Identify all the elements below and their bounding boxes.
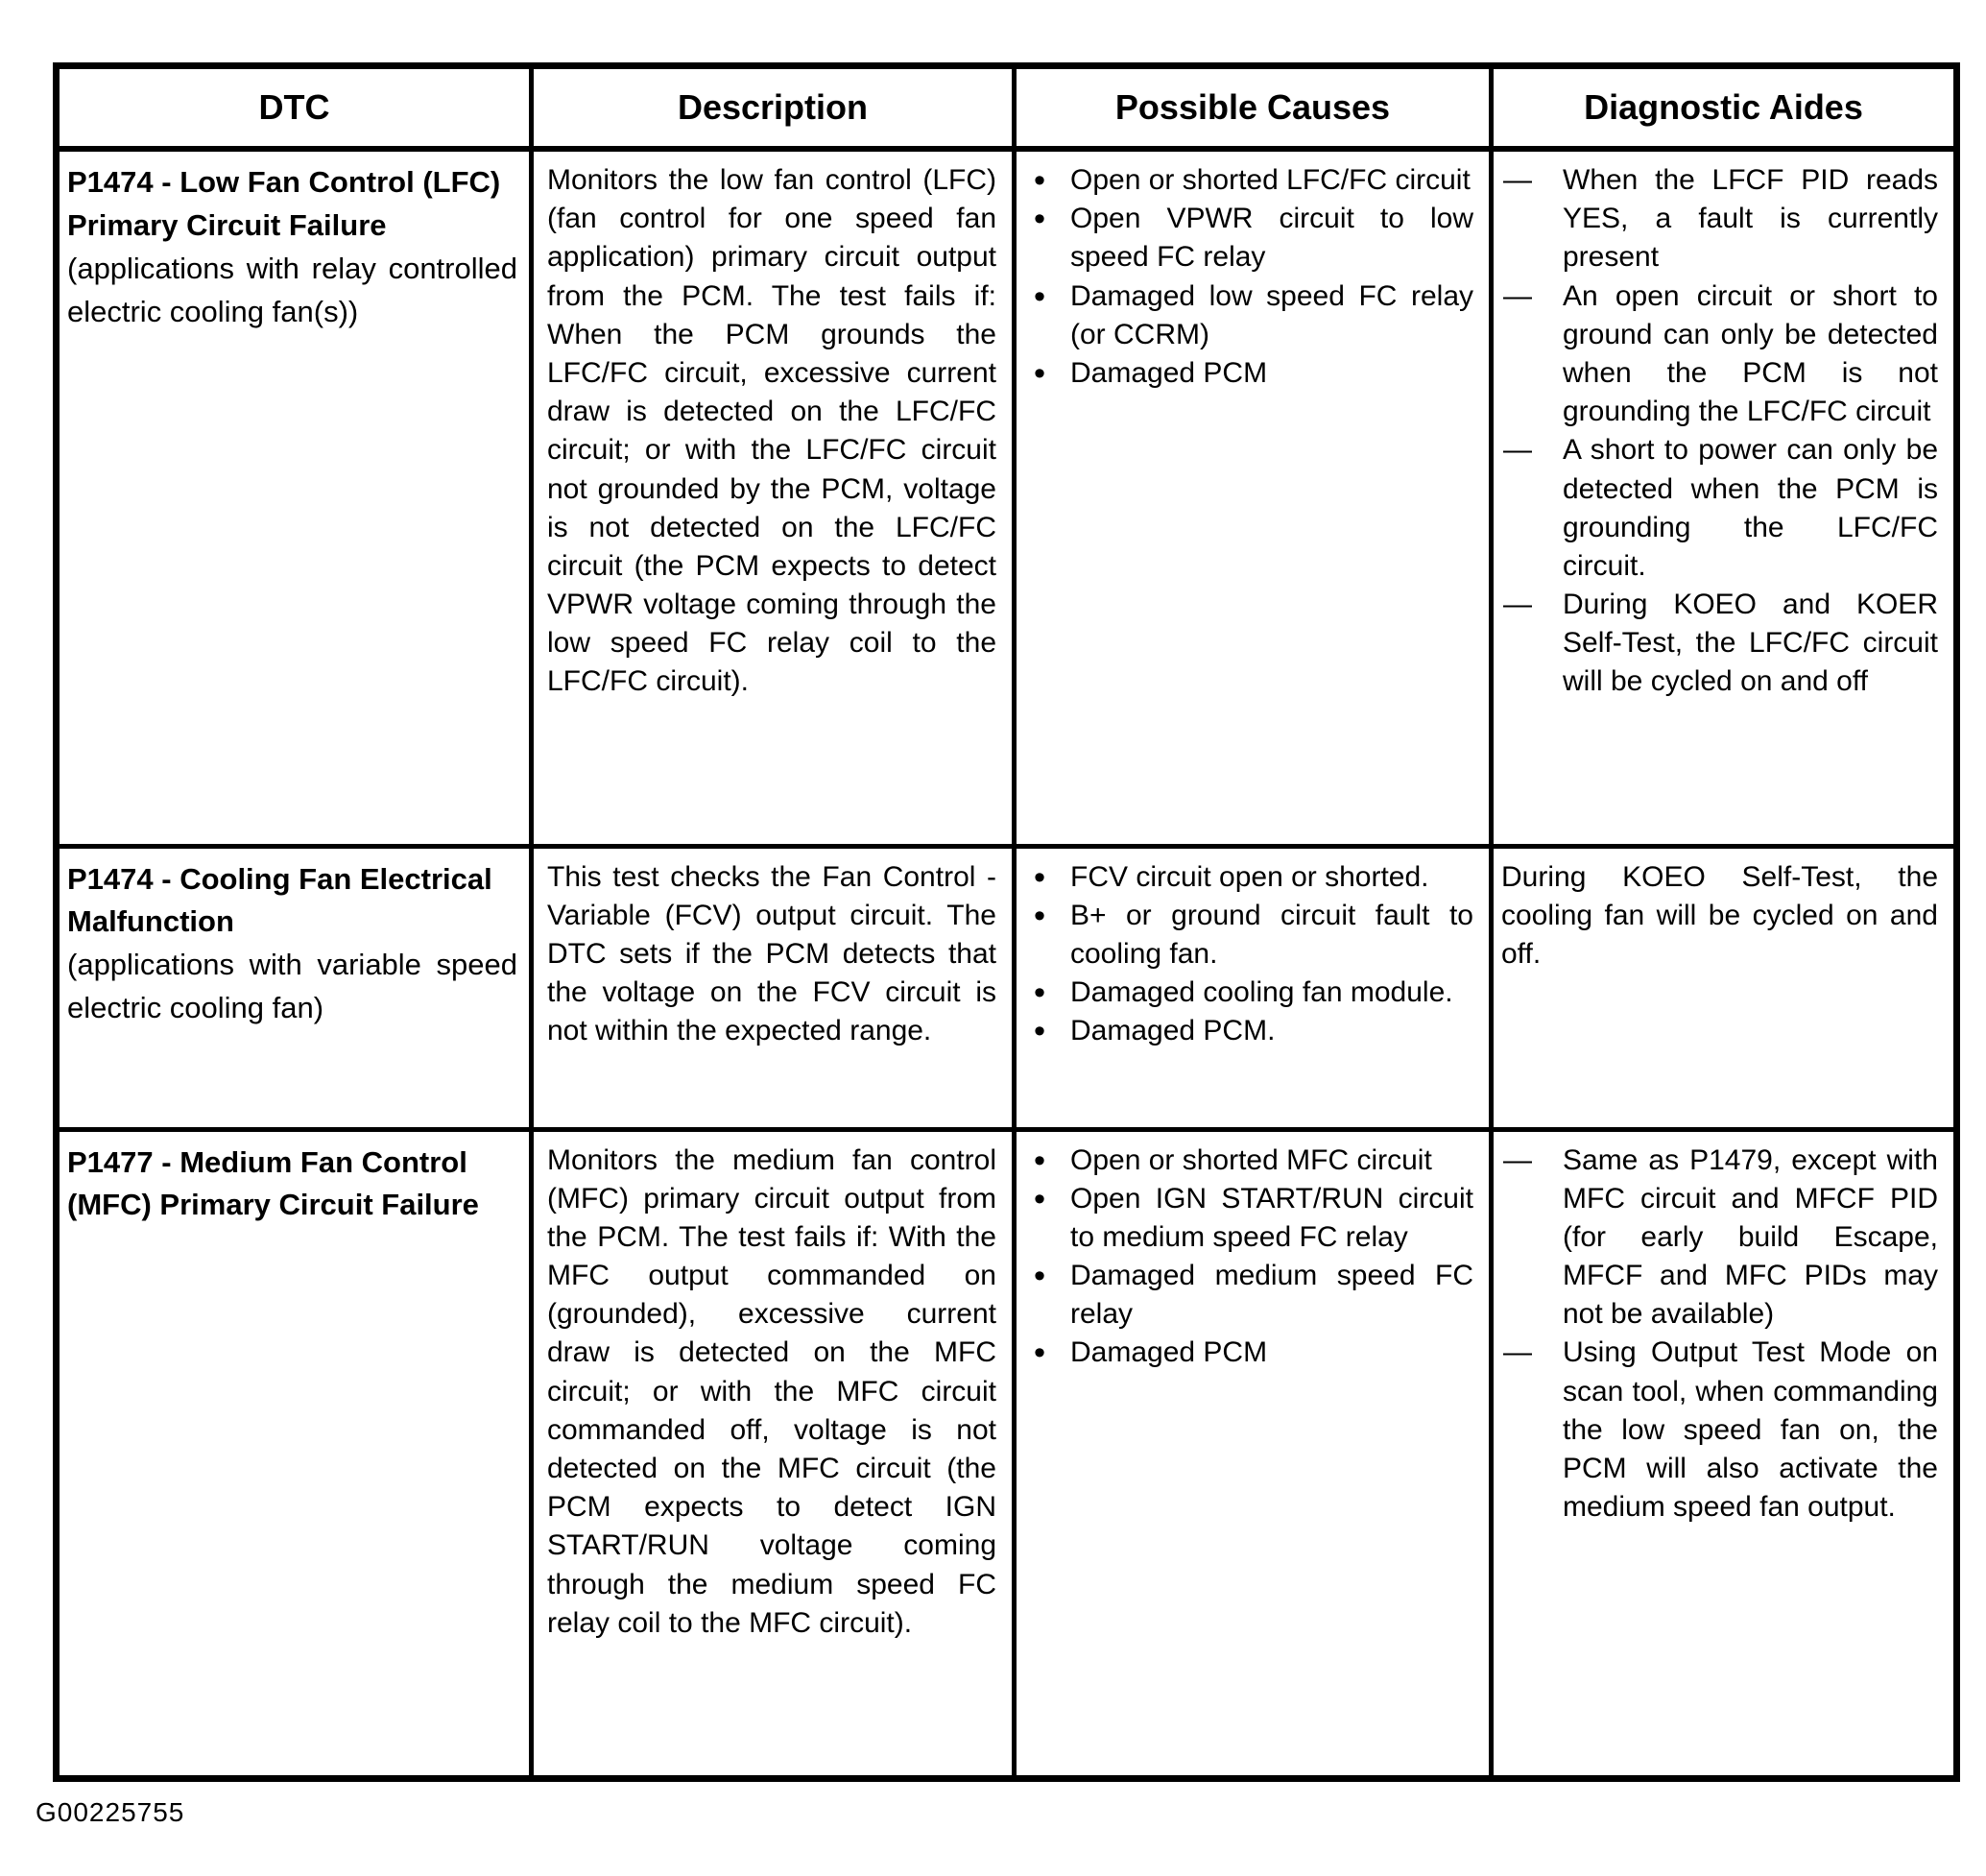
diagnostic-aides-cell: During KOEO Self-Test, the cooling fan w… bbox=[1489, 843, 1959, 1132]
aide-item: When the LFCF PID reads YES, a fault is … bbox=[1501, 161, 1938, 277]
possible-causes-cell: Open or shorted LFC/FC circuitOpen VPWR … bbox=[1012, 146, 1494, 849]
figure-id-label: G00225755 bbox=[36, 1796, 185, 1827]
cause-item: Damaged PCM. bbox=[1026, 1009, 1473, 1053]
cause-item: Damaged medium speed FC relay bbox=[1026, 1254, 1473, 1334]
cause-item: B+ or ground circuit fault to cooling fa… bbox=[1026, 894, 1473, 974]
dtc-table: DTC Description Possible Causes Diagnost… bbox=[53, 62, 1960, 1782]
header-row: DTC Description Possible Causes Diagnost… bbox=[54, 63, 1959, 152]
column-header-dtc: DTC bbox=[54, 63, 534, 152]
column-header-diagnostic-aides: Diagnostic Aides bbox=[1489, 63, 1959, 152]
description-cell: Monitors the medium fan control (MFC) pr… bbox=[529, 1126, 1017, 1781]
aide-item: A short to power can only be detected wh… bbox=[1501, 431, 1938, 586]
description-cell: Monitors the low fan control (LFC) (fan … bbox=[529, 146, 1017, 849]
dtc-note: (applications with variable speed electr… bbox=[67, 948, 517, 1025]
cause-item: Open VPWR circuit to low speed FC relay bbox=[1026, 197, 1473, 277]
aide-item: During KOEO Self-Test, the cooling fan w… bbox=[1501, 860, 1938, 970]
aide-item: An open circuit or short to ground can o… bbox=[1501, 277, 1938, 432]
dtc-cell: P1474 - Low Fan Control (LFC) Primary Ci… bbox=[54, 146, 534, 849]
table-header: DTC Description Possible Causes Diagnost… bbox=[54, 63, 1959, 152]
table-row: P1474 - Low Fan Control (LFC) Primary Ci… bbox=[54, 146, 1959, 849]
column-header-description: Description bbox=[529, 63, 1017, 152]
table-row: P1474 - Cooling Fan Electrical Malfuncti… bbox=[54, 843, 1959, 1132]
possible-causes-cell: Open or shorted MFC circuitOpen IGN STAR… bbox=[1012, 1126, 1494, 1781]
dtc-code: P1474 - Low Fan Control (LFC) Primary Ci… bbox=[67, 165, 501, 242]
cause-item: Open IGN START/RUN circuit to medium spe… bbox=[1026, 1177, 1473, 1257]
diagnostic-aides-cell: When the LFCF PID reads YES, a fault is … bbox=[1489, 146, 1959, 849]
cause-item: Damaged low speed FC relay (or CCRM) bbox=[1026, 275, 1473, 354]
possible-causes-cell: FCV circuit open or shorted.B+ or ground… bbox=[1012, 843, 1494, 1132]
aide-item: During KOEO and KOER Self-Test, the LFC/… bbox=[1501, 586, 1938, 702]
cause-item: Damaged PCM bbox=[1026, 351, 1473, 396]
aide-item: Using Output Test Mode on scan tool, whe… bbox=[1501, 1334, 1938, 1527]
dtc-code: P1477 - Medium Fan Control (MFC) Primary… bbox=[67, 1144, 479, 1222]
page: DTC Description Possible Causes Diagnost… bbox=[0, 0, 1986, 1828]
table-body: P1474 - Low Fan Control (LFC) Primary Ci… bbox=[54, 146, 1959, 1781]
column-header-possible-causes: Possible Causes bbox=[1012, 63, 1494, 152]
dtc-cell: P1477 - Medium Fan Control (MFC) Primary… bbox=[54, 1126, 534, 1781]
cause-item: Open or shorted LFC/FC circuit bbox=[1026, 158, 1473, 203]
diagnostic-aides-cell: Same as P1479, except with MFC circuit a… bbox=[1489, 1126, 1959, 1781]
description-cell: This test checks the Fan Control - Varia… bbox=[529, 843, 1017, 1132]
dtc-cell: P1474 - Cooling Fan Electrical Malfuncti… bbox=[54, 843, 534, 1132]
table-row: P1477 - Medium Fan Control (MFC) Primary… bbox=[54, 1126, 1959, 1781]
cause-item: Damaged cooling fan module. bbox=[1026, 971, 1473, 1015]
cause-item: FCV circuit open or shorted. bbox=[1026, 854, 1473, 899]
dtc-code: P1474 - Cooling Fan Electrical Malfuncti… bbox=[67, 861, 492, 939]
cause-item: Damaged PCM bbox=[1026, 1331, 1473, 1375]
aide-item: Same as P1479, except with MFC circuit a… bbox=[1501, 1142, 1938, 1335]
dtc-note: (applications with relay controlled elec… bbox=[67, 251, 517, 328]
cause-item: Open or shorted MFC circuit bbox=[1026, 1138, 1473, 1182]
